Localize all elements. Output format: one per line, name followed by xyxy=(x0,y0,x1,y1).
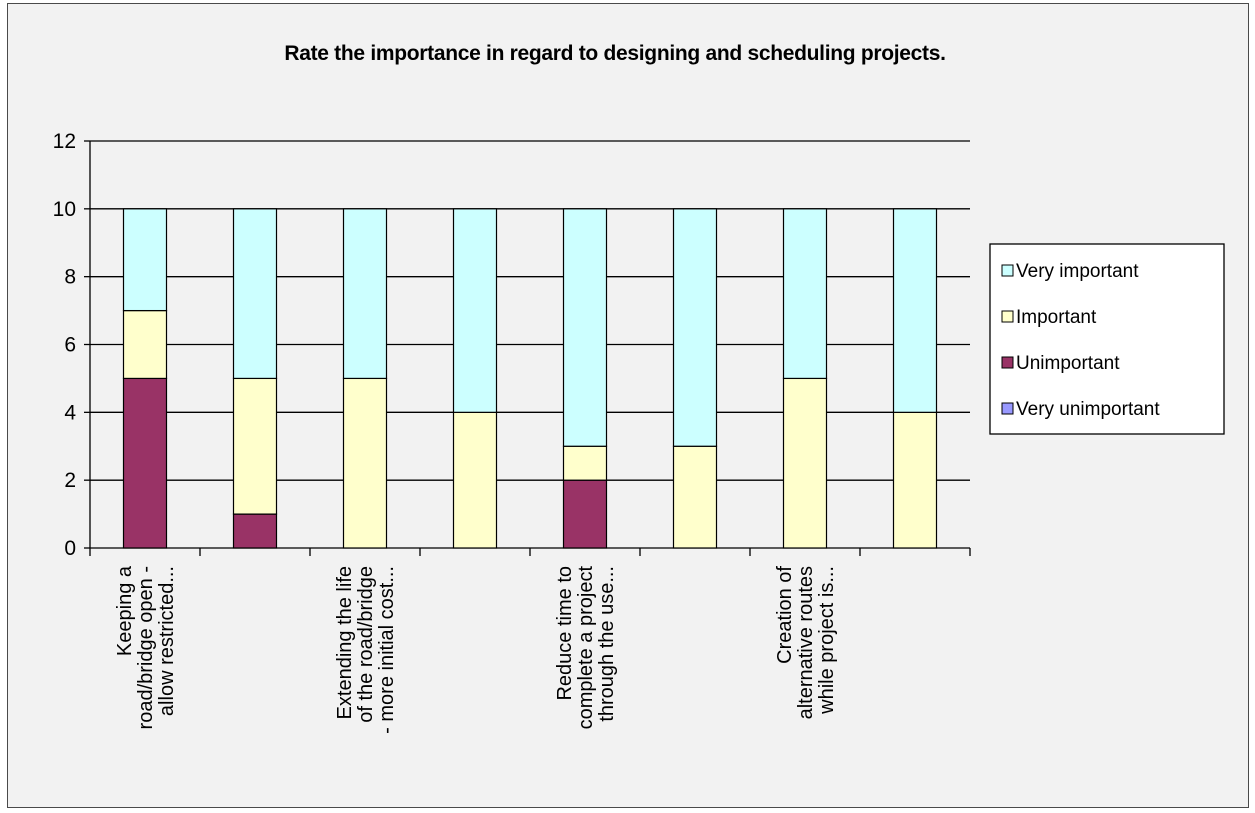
stacked-bar-chart: Rate the importance in regard to designi… xyxy=(53,42,1225,734)
y-tick-label: 8 xyxy=(64,266,76,289)
legend-label: Very unimportant xyxy=(1016,399,1160,420)
bar-segment xyxy=(892,411,938,549)
bar-segment xyxy=(232,377,278,515)
category-label-line: through the use... xyxy=(596,566,618,722)
category-label: Keeping aroad/bridge open -allow restric… xyxy=(114,565,178,729)
category-label: Creation ofalternative routeswhile proje… xyxy=(774,566,838,720)
bar-segment xyxy=(342,377,388,549)
bar-segment xyxy=(342,208,388,380)
bar-segment xyxy=(672,208,718,447)
category-label: Extending the lifeof the road/bridge- mo… xyxy=(334,566,398,734)
bar-segment xyxy=(782,377,828,549)
bar-segment xyxy=(452,411,498,549)
category-label-line: Creation of xyxy=(774,566,796,664)
category-label-line: - more initial cost... xyxy=(376,566,398,734)
chart-title: Rate the importance in regard to designi… xyxy=(284,42,945,65)
bar-segment xyxy=(782,208,828,380)
y-tick-label: 0 xyxy=(64,537,76,560)
category-label-line: allow restricted... xyxy=(156,566,178,716)
category-label-line: Reduce time to xyxy=(554,566,576,701)
y-tick-label: 12 xyxy=(53,130,76,153)
legend-label: Unimportant xyxy=(1016,353,1120,374)
category-label-line: alternative routes xyxy=(795,566,817,719)
bar-segment xyxy=(122,208,168,312)
bar-segment xyxy=(232,208,278,380)
category-label-line: of the road/bridge xyxy=(355,566,377,723)
bar-segment xyxy=(562,479,608,549)
legend-label: Very important xyxy=(1016,261,1139,282)
legend: Very important Important Unimportant Very u… xyxy=(989,243,1225,435)
category-label-line: road/bridge open - xyxy=(135,566,157,729)
category-label: Reduce time tocomplete a projectthrough … xyxy=(554,566,618,730)
bar-segment xyxy=(122,309,168,380)
y-tick-label: 6 xyxy=(64,334,76,357)
bar-segment xyxy=(562,445,608,481)
bar-segment xyxy=(232,513,278,549)
bar-segment xyxy=(892,208,938,413)
category-label-line: complete a project xyxy=(575,566,597,730)
y-tick-label: 2 xyxy=(64,469,76,492)
legend-swatch xyxy=(1001,310,1014,323)
chart-frame: Rate the importance in regard to designi… xyxy=(7,3,1249,808)
y-tick-label: 4 xyxy=(64,401,76,424)
plot-area: 0 2 4 6 8 10 12 Keeping aroad/bridge open -allo… xyxy=(53,130,971,734)
legend-swatch xyxy=(1001,356,1014,369)
legend-label: Important xyxy=(1016,307,1097,328)
y-tick-label: 10 xyxy=(53,198,76,221)
legend-swatch xyxy=(1001,264,1014,277)
bar-segment xyxy=(672,445,718,549)
legend-swatch xyxy=(1001,402,1014,415)
bar-segment xyxy=(122,377,168,549)
category-label-line: while project is... xyxy=(816,566,838,715)
category-label-line: Keeping a xyxy=(114,565,136,656)
bar-segment xyxy=(452,208,498,413)
bar-segment xyxy=(562,208,608,447)
category-label-line: Extending the life xyxy=(334,566,356,719)
legend-box xyxy=(989,243,1225,435)
